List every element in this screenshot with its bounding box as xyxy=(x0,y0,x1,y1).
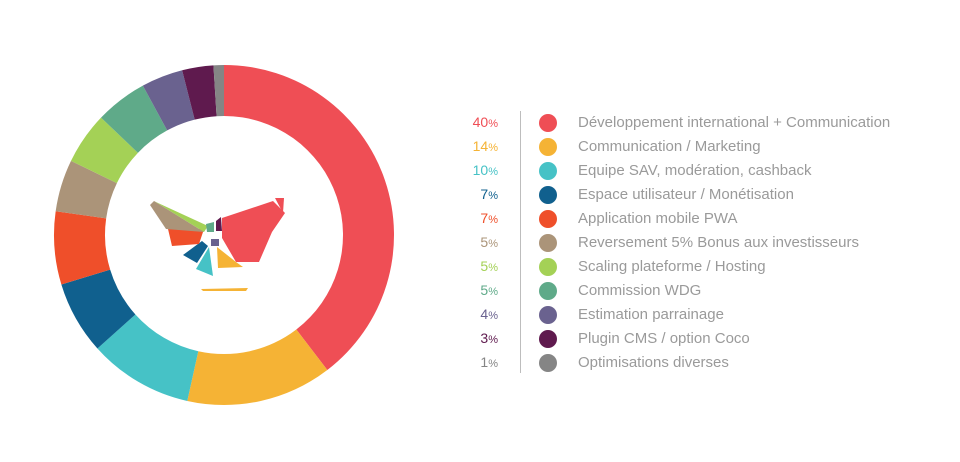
donut-slice-6 xyxy=(55,160,117,219)
bird-logo xyxy=(150,198,285,291)
legend-color-dot xyxy=(539,138,557,156)
logo-shape-12 xyxy=(201,288,248,291)
legend-label: Application mobile PWA xyxy=(578,210,738,227)
legend-percent-value: 1 xyxy=(480,354,489,370)
legend-color-dot xyxy=(539,354,557,372)
legend-percent: 4% xyxy=(460,302,498,328)
legend-percent: 1% xyxy=(460,350,498,376)
legend-percent-value: 4 xyxy=(480,306,489,322)
legend-percent: 5% xyxy=(460,278,498,304)
legend-divider xyxy=(520,111,521,373)
legend-label: Scaling plateforme / Hosting xyxy=(578,258,766,275)
donut-slice-2 xyxy=(187,329,328,406)
legend-percent-value: 5 xyxy=(480,234,489,250)
legend-percent-value: 5 xyxy=(480,282,489,298)
logo-shape-8 xyxy=(154,201,208,232)
donut-slice-11 xyxy=(213,65,224,117)
legend-label: Reversement 5% Bonus aux investisseurs xyxy=(578,234,859,251)
legend-percent-symbol: % xyxy=(488,286,498,298)
legend-percent-value: 10 xyxy=(472,162,489,178)
legend-percent-symbol: % xyxy=(488,358,498,370)
donut-slice-3 xyxy=(97,314,199,401)
legend-percent-value: 7 xyxy=(480,186,489,202)
legend-color-dot xyxy=(539,162,557,180)
legend-percent-symbol: % xyxy=(488,310,498,322)
legend-color-dot xyxy=(539,234,557,252)
logo-shape-6 xyxy=(168,229,204,246)
legend-color-dot xyxy=(539,258,557,276)
legend-percent-value: 3 xyxy=(480,330,489,346)
logo-shape-2 xyxy=(275,198,284,213)
legend-percent: 7% xyxy=(460,182,498,208)
logo-shape-10 xyxy=(211,239,219,246)
legend-color-dot xyxy=(539,330,557,348)
legend-percent-symbol: % xyxy=(488,142,498,154)
donut-slice-10 xyxy=(182,65,217,120)
donut-chart xyxy=(53,65,394,406)
legend-color-dot xyxy=(539,210,557,228)
legend-label: Optimisations diverses xyxy=(578,354,729,371)
legend-label: Commission WDG xyxy=(578,282,702,299)
logo-shape-9 xyxy=(206,222,214,232)
legend-label: Plugin CMS / option Coco xyxy=(578,330,750,347)
legend-percent: 40% xyxy=(460,110,498,136)
legend-label: Estimation parrainage xyxy=(578,306,724,323)
legend-percent-symbol: % xyxy=(488,118,498,130)
donut-slice-4 xyxy=(61,269,136,349)
legend-label: Equipe SAV, modération, cashback xyxy=(578,162,812,179)
legend-label: Communication / Marketing xyxy=(578,138,761,155)
legend-percent-symbol: % xyxy=(488,190,498,202)
logo-shape-4 xyxy=(196,247,213,276)
logo-shape-1 xyxy=(222,201,285,262)
legend-label: Espace utilisateur / Monétisation xyxy=(578,186,794,203)
legend-percent-symbol: % xyxy=(488,238,498,250)
legend-percent-value: 40 xyxy=(472,114,489,130)
legend-percent-value: 14 xyxy=(472,138,489,154)
legend-percent: 10% xyxy=(460,158,498,184)
donut-slice-8 xyxy=(101,85,168,153)
legend-percent: 5% xyxy=(460,230,498,256)
legend-percent-symbol: % xyxy=(488,262,498,274)
legend-percent-symbol: % xyxy=(488,214,498,226)
legend-percent: 5% xyxy=(460,254,498,280)
legend-percent: 14% xyxy=(460,134,498,160)
legend-label: Développement international + Communicat… xyxy=(578,114,891,131)
legend-percent-symbol: % xyxy=(488,166,498,178)
donut-slices xyxy=(53,65,394,406)
logo-shape-7 xyxy=(150,201,204,232)
logo-shape-11 xyxy=(216,217,222,231)
legend-percent-value: 5 xyxy=(480,258,489,274)
legend-color-dot xyxy=(539,306,557,324)
legend-color-dot xyxy=(539,114,557,132)
legend-color-dot xyxy=(539,186,557,204)
legend-percent: 3% xyxy=(460,326,498,352)
donut-slice-1 xyxy=(224,65,394,371)
logo-shape-5 xyxy=(183,241,208,263)
logo-shape-3 xyxy=(217,247,243,268)
donut-slice-5 xyxy=(53,211,111,285)
legend-color-dot xyxy=(539,282,557,300)
legend-percent: 7% xyxy=(460,206,498,232)
legend-percent-symbol: % xyxy=(488,334,498,346)
donut-slice-7 xyxy=(70,117,138,184)
legend-percent-value: 7 xyxy=(480,210,489,226)
donut-slice-9 xyxy=(142,70,195,131)
